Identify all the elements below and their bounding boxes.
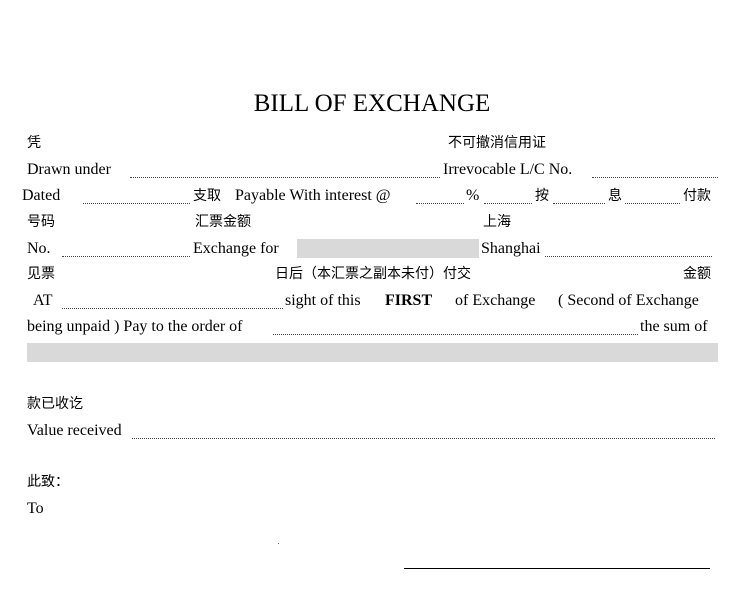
drawn-under-label: Drawn under — [27, 161, 111, 178]
sight-label: sight of this — [285, 292, 361, 309]
second-exchange-label: ( Second of Exchange — [558, 292, 699, 309]
value-received-field[interactable] — [132, 438, 715, 439]
cn-to-label: 此致： — [27, 474, 69, 490]
shanghai-date-field[interactable] — [545, 256, 712, 257]
payee-field[interactable] — [273, 334, 638, 335]
interest-field-2[interactable] — [484, 203, 532, 204]
at-label: AT — [33, 292, 53, 309]
payable-label: Payable With interest @ — [235, 187, 391, 204]
page-title: BILL OF EXCHANGE — [253, 90, 491, 117]
shanghai-label: Shanghai — [481, 240, 541, 257]
interest-field[interactable] — [416, 203, 464, 204]
drawn-under-field[interactable] — [130, 177, 440, 178]
percent-label: % — [466, 187, 480, 204]
cn-draw-label: 支取 — [193, 188, 221, 204]
interest-field-4[interactable] — [625, 203, 680, 204]
of-exchange-label: of Exchange — [455, 292, 536, 309]
cn-no-label: 号码 — [27, 214, 55, 230]
dot-mark — [278, 543, 279, 544]
no-label: No. — [27, 240, 51, 257]
cn-after-label: 日后（本汇票之副本未付）付交 — [275, 266, 471, 282]
to-label: To — [27, 500, 44, 517]
cn-sum-label: 金额 — [683, 266, 711, 282]
cn-amount-label: 汇票金额 — [195, 214, 251, 230]
lc-no-field[interactable] — [592, 177, 718, 178]
signature-line[interactable] — [404, 568, 710, 569]
cn-xi-label: 息 — [608, 188, 622, 204]
sum-of-label: the sum of — [640, 318, 708, 335]
no-field[interactable] — [62, 256, 190, 257]
unpaid-label: being unpaid ) Pay to the order of — [27, 318, 243, 335]
first-label: FIRST — [385, 292, 433, 309]
cn-pay-label: 付款 — [683, 188, 711, 204]
dated-label: Dated — [22, 187, 61, 204]
interest-field-3[interactable] — [553, 203, 605, 204]
exchange-for-label: Exchange for — [193, 240, 279, 257]
value-received-label: Value received — [27, 422, 122, 439]
cn-shanghai-label: 上海 — [483, 214, 511, 230]
sum-field[interactable] — [27, 343, 718, 362]
cn-by-label: 凭 — [27, 135, 41, 151]
exchange-amount-field[interactable] — [297, 239, 479, 258]
cn-received-label: 款已收讫 — [27, 396, 83, 412]
cn-an-label: 按 — [535, 188, 549, 204]
at-sight-field[interactable] — [62, 308, 283, 309]
lc-no-label: Irrevocable L/C No. — [443, 161, 573, 178]
cn-sight-label: 见票 — [27, 266, 55, 282]
dated-field[interactable] — [83, 203, 190, 204]
cn-lc-label: 不可撤消信用证 — [448, 135, 546, 151]
